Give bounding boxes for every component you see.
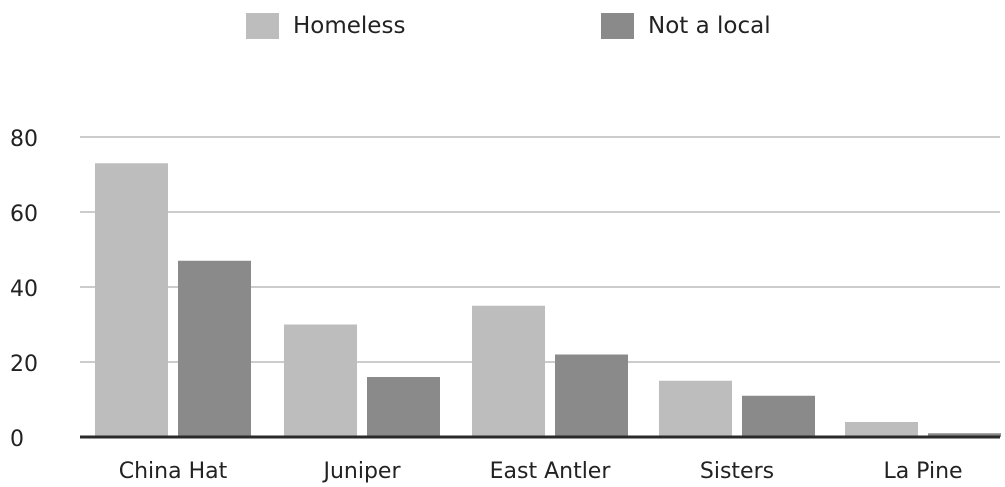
y-axis-tick-labels: 0 20 40 60 80 [10, 127, 38, 452]
bar-homeless-sisters [659, 380, 732, 437]
bar-homeless-juniper [284, 324, 357, 437]
bar-homeless-east-antler [472, 305, 545, 437]
y-tick-label: 20 [10, 352, 38, 377]
x-category-label: Sisters [700, 459, 774, 484]
bar-not-a-local-sisters [742, 395, 815, 437]
bars [80, 163, 1001, 439]
y-tick-label: 60 [10, 202, 38, 227]
legend-label-homeless: Homeless [293, 13, 406, 39]
legend-label-not-a-local: Not a local [648, 13, 771, 39]
y-tick-label: 40 [10, 277, 38, 302]
legend-swatch-not-a-local [601, 13, 634, 39]
bar-homeless-la-pine [845, 422, 918, 437]
bar-not-a-local-juniper [367, 377, 440, 437]
bar-homeless-china-hat [95, 163, 168, 437]
x-category-label: Juniper [321, 459, 401, 484]
x-category-label: China Hat [119, 459, 228, 484]
x-category-label: La Pine [883, 459, 962, 484]
legend-swatch-homeless [246, 13, 279, 39]
bar-not-a-local-east-antler [555, 354, 628, 437]
x-axis-category-labels: China Hat Juniper East Antler Sisters La Pin… [119, 459, 963, 484]
x-category-label: East Antler [490, 459, 612, 484]
bar-not-a-local-la-pine [928, 433, 1001, 437]
y-tick-label: 80 [10, 127, 38, 152]
y-tick-label: 0 [10, 427, 24, 452]
bar-not-a-local-china-hat [178, 260, 251, 437]
